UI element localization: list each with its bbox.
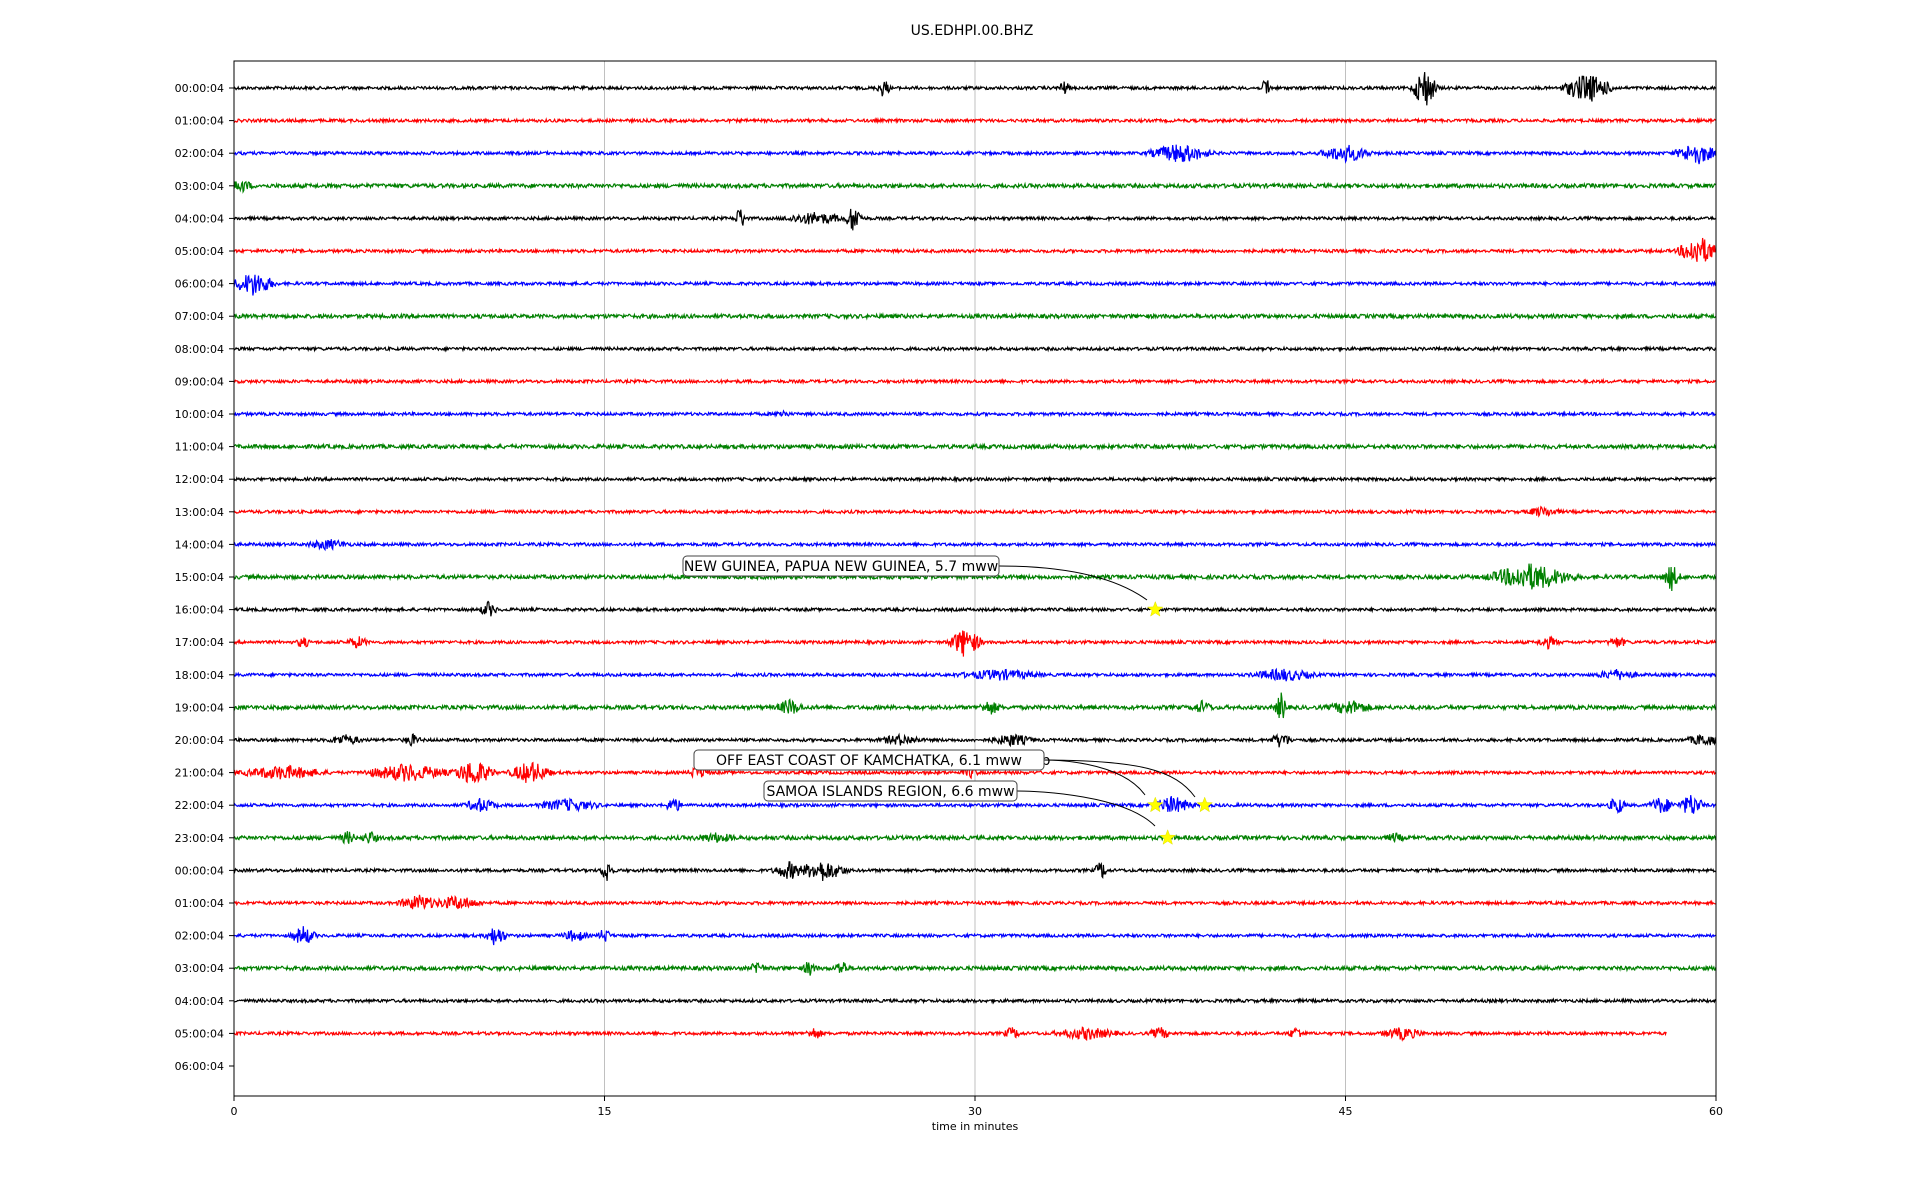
row-time-label: 05:00:04	[175, 245, 224, 258]
row-time-label: 05:00:04	[175, 1027, 224, 1040]
trace-row	[233, 997, 1717, 1005]
row-time-label: 18:00:04	[175, 669, 224, 682]
event-star-marker	[1196, 796, 1213, 813]
x-tick-label: 60	[1709, 1105, 1723, 1118]
row-time-label: 12:00:04	[175, 473, 224, 486]
row-time-label: 04:00:04	[175, 212, 224, 225]
row-time-label: 20:00:04	[175, 734, 224, 747]
row-time-label: 02:00:04	[175, 930, 224, 943]
trace-row	[233, 630, 1717, 657]
row-time-label: 00:00:04	[175, 864, 224, 877]
trace-row	[233, 72, 1717, 106]
row-time-label: 15:00:04	[175, 571, 224, 584]
row-time-label: 04:00:04	[175, 995, 224, 1008]
annotation-connector	[1043, 759, 1146, 796]
trace-row	[233, 274, 1717, 296]
chart-title: US.EDHPI.00.BHZ	[911, 23, 1034, 39]
annotation-connector	[998, 565, 1148, 601]
row-time-label: 03:00:04	[175, 180, 224, 193]
event-label: OFF EAST COAST OF KAMCHATKA, 6.1 mww	[716, 753, 1022, 769]
trace-row	[233, 442, 1717, 451]
row-time-label: 23:00:04	[175, 832, 224, 845]
row-time-label: 16:00:04	[175, 604, 224, 617]
trace-row	[233, 563, 1717, 592]
trace-row	[233, 692, 1717, 719]
row-time-label: 22:00:04	[175, 799, 224, 812]
row-time-label: 01:00:04	[175, 897, 224, 910]
x-tick-label: 30	[968, 1105, 982, 1118]
trace-row	[233, 539, 1717, 552]
row-time-label: 09:00:04	[175, 375, 224, 388]
trace-row	[233, 345, 1717, 353]
trace-row	[233, 237, 1717, 262]
row-time-label: 13:00:04	[175, 506, 224, 519]
trace-row	[233, 475, 1717, 484]
row-time-label: 00:00:04	[175, 82, 224, 95]
event-annotations: .8 mbNEW GUINEA, PAPUA NEW GUINEA, 5.7 m…	[682, 555, 1213, 845]
event-star-marker	[1159, 829, 1176, 845]
trace-row	[233, 1026, 1667, 1042]
plot-frame	[233, 60, 1717, 1097]
event-star-marker	[1147, 796, 1164, 813]
trace-row	[233, 409, 1717, 418]
trace-row	[233, 505, 1717, 518]
x-tick-label: 15	[598, 1105, 612, 1118]
trace-row	[233, 208, 1717, 231]
trace-row	[233, 377, 1716, 386]
trace-row	[234, 732, 1717, 748]
row-time-label: 06:00:04	[175, 278, 224, 291]
trace-row	[233, 795, 1717, 815]
annotation-connector	[1016, 790, 1156, 827]
annotation-connector	[1039, 759, 1196, 798]
row-time-label: 03:00:04	[175, 962, 224, 975]
annotation-box	[693, 749, 1045, 771]
row-time-label: 10:00:04	[175, 408, 224, 421]
row-time-label: 07:00:04	[175, 310, 224, 323]
trace-row	[233, 926, 1717, 946]
row-labels: 00:00:04 01:00:04 02:00:04 03:00:04 04:00:04…	[175, 82, 234, 1073]
row-time-label: 17:00:04	[175, 636, 224, 649]
x-tick-label: 45	[1339, 1105, 1353, 1118]
x-tick-label: 0	[231, 1105, 238, 1118]
event-star-marker	[1147, 600, 1164, 617]
row-time-label: 08:00:04	[175, 343, 224, 356]
row-time-label: 14:00:04	[175, 538, 224, 551]
trace-row	[233, 830, 1717, 845]
row-time-label: 11:00:04	[175, 441, 224, 454]
trace-row	[233, 116, 1717, 125]
row-time-label: 21:00:04	[175, 767, 224, 780]
trace-row	[233, 894, 1717, 910]
trace-row	[233, 667, 1717, 682]
trace-row	[233, 144, 1717, 165]
annotation-box	[763, 780, 1018, 802]
trace-row	[233, 311, 1717, 321]
trace-row	[233, 180, 1717, 194]
annotation-box	[682, 555, 1000, 577]
event-label: SAMOA ISLANDS REGION, 6.6 mww	[766, 784, 1014, 800]
row-time-label: 02:00:04	[175, 147, 224, 160]
trace-row	[233, 600, 1717, 617]
row-time-label: 06:00:04	[175, 1060, 224, 1073]
trace-row	[233, 861, 1717, 882]
trace-row	[233, 962, 1717, 976]
row-time-label: 19:00:04	[175, 701, 224, 714]
event-label: NEW GUINEA, PAPUA NEW GUINEA, 5.7 mww	[684, 559, 998, 575]
x-axis-label: time in minutes	[932, 1120, 1019, 1133]
row-time-label: 01:00:04	[175, 115, 224, 128]
x-axis-ticks: 0 15 30 45 60	[231, 1096, 1723, 1118]
